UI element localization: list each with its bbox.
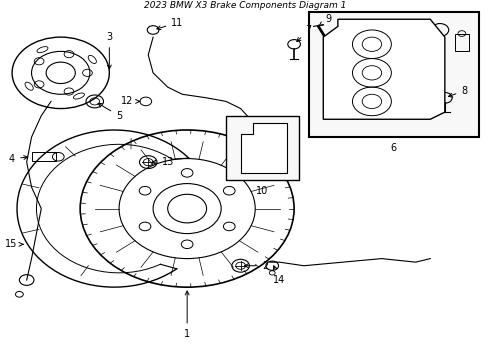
Text: 2023 BMW X3 Brake Components Diagram 1: 2023 BMW X3 Brake Components Diagram 1 [144, 1, 347, 10]
Text: 13: 13 [152, 157, 174, 167]
Text: 12: 12 [122, 96, 140, 107]
Text: 3: 3 [106, 32, 112, 69]
Text: 14: 14 [273, 266, 286, 285]
Text: 2: 2 [245, 261, 268, 271]
Text: 1: 1 [184, 291, 190, 339]
Polygon shape [241, 123, 287, 173]
Text: 6: 6 [391, 143, 397, 153]
Text: 10: 10 [256, 186, 269, 196]
Bar [309, 12, 479, 137]
Text: 8: 8 [448, 86, 467, 97]
Text: 15: 15 [4, 239, 23, 249]
Text: 5: 5 [98, 103, 122, 121]
Circle shape [337, 62, 348, 70]
Polygon shape [323, 19, 445, 119]
Bar [226, 116, 299, 180]
Text: 4: 4 [9, 154, 28, 163]
Bar [455, 33, 469, 51]
Text: 9: 9 [319, 14, 331, 26]
Bar [31, 153, 56, 161]
Text: 7: 7 [297, 25, 312, 41]
Text: 11: 11 [157, 18, 184, 30]
